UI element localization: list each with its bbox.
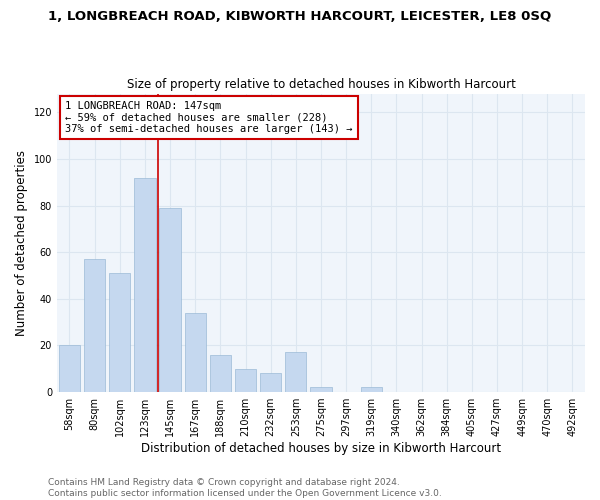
Title: Size of property relative to detached houses in Kibworth Harcourt: Size of property relative to detached ho… (127, 78, 515, 91)
Bar (260, 374, 281, 392)
Bar (134, 178, 155, 392)
Bar (209, 355, 231, 392)
Bar (310, 388, 332, 392)
Y-axis label: Number of detached properties: Number of detached properties (15, 150, 28, 336)
Text: 1 LONGBREACH ROAD: 147sqm
← 59% of detached houses are smaller (228)
37% of semi: 1 LONGBREACH ROAD: 147sqm ← 59% of detac… (65, 101, 352, 134)
Bar (185, 313, 206, 392)
Bar (160, 208, 181, 392)
Bar (361, 388, 382, 392)
Bar (109, 273, 130, 392)
X-axis label: Distribution of detached houses by size in Kibworth Harcourt: Distribution of detached houses by size … (141, 442, 501, 455)
Bar (235, 369, 256, 392)
Bar (59, 346, 80, 392)
Bar (285, 352, 307, 392)
Bar (84, 259, 106, 392)
Text: 1, LONGBREACH ROAD, KIBWORTH HARCOURT, LEICESTER, LE8 0SQ: 1, LONGBREACH ROAD, KIBWORTH HARCOURT, L… (49, 10, 551, 23)
Text: Contains HM Land Registry data © Crown copyright and database right 2024.
Contai: Contains HM Land Registry data © Crown c… (48, 478, 442, 498)
